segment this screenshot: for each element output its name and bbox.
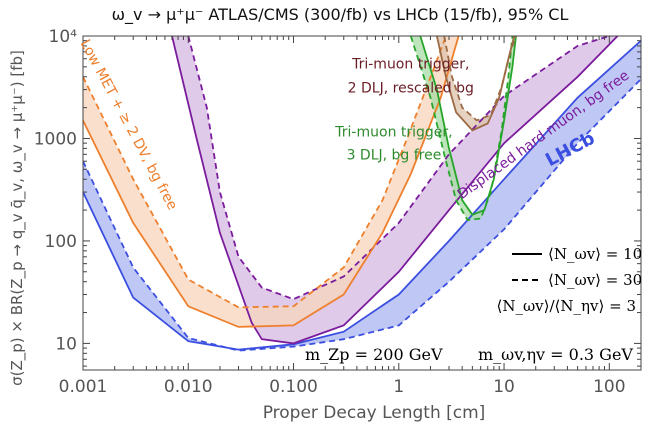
x-tick-label: 100 bbox=[593, 377, 625, 397]
band-fill-2 bbox=[83, 36, 459, 327]
y-axis-label: σ(Z_p) × BR(Z_p → q_v q̄_v, ω_v → μ⁺μ⁻) … bbox=[8, 50, 27, 386]
series-line-dashed-1 bbox=[187, 36, 610, 301]
band-fill-1 bbox=[172, 36, 618, 344]
y-tick-label: 100 bbox=[45, 232, 77, 252]
series-line-dashed-3 bbox=[409, 36, 514, 221]
series-line-solid-1 bbox=[171, 36, 619, 345]
parameter-mass-omega: m_ωv,ηv = 0.3 GeV bbox=[478, 345, 633, 364]
x-tick-label: 0.100 bbox=[269, 377, 318, 397]
x-tick-label: 1 bbox=[393, 377, 404, 397]
curves-layer bbox=[83, 36, 641, 352]
chart-title: ω_v → μ⁺μ⁻ ATLAS/CMS (300/fb) vs LHCb (1… bbox=[112, 5, 569, 25]
legend: ⟨N_ωv⟩ = 10 ⟨N_ωv⟩ = 30 ⟨N_ωv⟩/⟨N_ηv⟩ = 3 bbox=[496, 245, 642, 315]
annotations-layer: Low MET + ≥ 2 DV, bg free Tri-muon trigge… bbox=[77, 37, 633, 213]
annotation-label: 3 DLJ, bg free bbox=[347, 148, 442, 164]
legend-entry-label: ⟨N_ωv⟩/⟨N_ηv⟩ = 3 bbox=[496, 297, 636, 315]
band-fill-0 bbox=[83, 40, 641, 351]
band-fill-3 bbox=[410, 36, 516, 220]
x-tick-label: 0.010 bbox=[164, 377, 213, 397]
band-fill-4 bbox=[436, 36, 516, 131]
y-tick-label: 10⁴ bbox=[49, 27, 78, 47]
series-line-solid-3 bbox=[419, 36, 517, 216]
x-tick-label: 0.001 bbox=[59, 377, 108, 397]
annotation-label: Tri-muon trigger, bbox=[334, 124, 452, 140]
y-tick-label: 1000 bbox=[34, 129, 77, 149]
annotation-label: Tri-muon trigger, bbox=[351, 57, 469, 73]
series-line-solid-0 bbox=[83, 40, 641, 351]
series-line-dashed-0 bbox=[83, 78, 641, 352]
series-line-dashed-4 bbox=[443, 36, 517, 122]
series-line-dashed-2 bbox=[83, 36, 447, 309]
annotation-label: 2 DLJ, rescaled bg bbox=[348, 81, 474, 97]
legend-entry-label: ⟨N_ωv⟩ = 30 bbox=[548, 271, 642, 289]
x-axis-label: Proper Decay Length [cm] bbox=[263, 403, 486, 423]
y-tick-label: 10 bbox=[55, 334, 77, 354]
legend-entry-label: ⟨N_ωv⟩ = 10 bbox=[548, 245, 642, 263]
x-tick-label: 10 bbox=[493, 377, 515, 397]
plot-frame bbox=[82, 35, 642, 371]
axes-layer: 0.001 0.010 0.100 1 10 100 10 100 1000 10⁴ bbox=[34, 27, 642, 397]
series-line-solid-2 bbox=[83, 36, 460, 328]
parameter-mass-zp: m_Zp = 200 GeV bbox=[305, 345, 443, 364]
